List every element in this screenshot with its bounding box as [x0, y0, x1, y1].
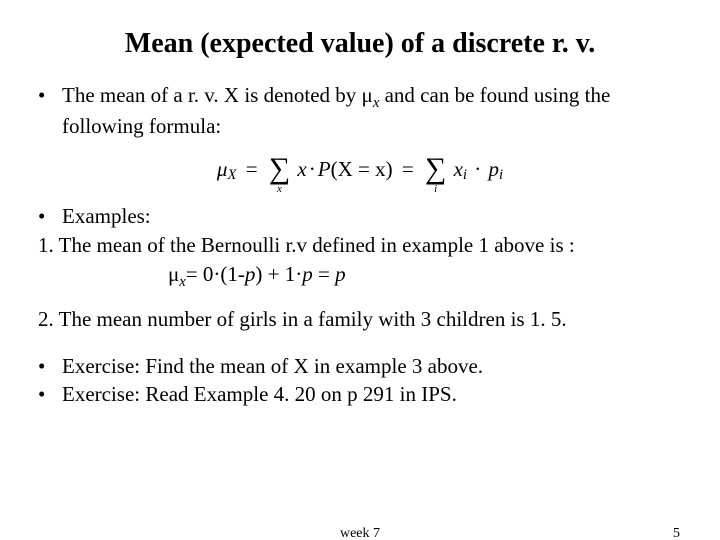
- sigma-1-sub: x: [277, 184, 282, 195]
- bullet-mark: •: [38, 82, 62, 140]
- example-2: 2. The mean number of girls in a family …: [38, 306, 682, 333]
- bullet-4-text: Exercise: Read Example 4. 20 on p 291 in…: [62, 381, 682, 408]
- bullet-mark: •: [38, 381, 62, 408]
- example-1: 1. The mean of the Bernoulli r.v defined…: [38, 232, 682, 259]
- formula-term2-x: x: [454, 156, 463, 183]
- bullet-mark: •: [38, 203, 62, 230]
- bullet-1: • The mean of a r. v. X is denoted by μx…: [38, 82, 682, 140]
- example-1-formula: μx= 0·(1-p) + 1·p = p: [38, 261, 682, 292]
- formula-term1-P: P: [318, 156, 331, 183]
- bullet-2-text: Examples:: [62, 203, 682, 230]
- bullet-2: • Examples:: [38, 203, 682, 230]
- formula-eq2: =: [402, 156, 414, 183]
- ex1-mu: μ: [168, 262, 179, 286]
- sigma-2: ∑i: [425, 154, 446, 184]
- formula-eq1: =: [246, 156, 258, 183]
- formula-term1-paren: (X = x): [331, 156, 393, 183]
- formula-dot1: ·: [309, 156, 316, 183]
- formula-term1-x: x: [297, 156, 306, 183]
- formula-term2-p: p: [488, 156, 499, 183]
- formula-block: μX = ∑x x·P(X = x) = ∑i xi · pi: [38, 154, 682, 185]
- sigma-2-sub: i: [434, 184, 437, 195]
- formula-term2-p-sub: i: [499, 166, 503, 185]
- slide: Mean (expected value) of a discrete r. v…: [0, 0, 720, 540]
- bullet-mark: •: [38, 353, 62, 380]
- slide-title: Mean (expected value) of a discrete r. v…: [38, 28, 682, 60]
- bullet-1-part-a: The mean of a r. v. X is denoted by μ: [62, 83, 373, 107]
- bullet-3: • Exercise: Find the mean of X in exampl…: [38, 353, 682, 380]
- bullet-1-text: The mean of a r. v. X is denoted by μx a…: [62, 82, 682, 140]
- bullet-3-text: Exercise: Find the mean of X in example …: [62, 353, 682, 380]
- formula-mu-sub: X: [227, 166, 236, 185]
- bullet-4: • Exercise: Read Example 4. 20 on p 291 …: [38, 381, 682, 408]
- ex1-rest: = 0·(1-p) + 1·p = p: [186, 262, 346, 286]
- footer-page-number: 5: [673, 526, 680, 540]
- formula-mu: μ: [217, 156, 228, 183]
- footer-center: week 7: [340, 526, 380, 540]
- formula-dot2: ·: [474, 156, 481, 183]
- formula-term2-x-sub: i: [463, 166, 467, 185]
- sigma-1: ∑x: [269, 154, 290, 184]
- formula: μX = ∑x x·P(X = x) = ∑i xi · pi: [217, 154, 503, 185]
- slide-body: • The mean of a r. v. X is denoted by μx…: [38, 82, 682, 408]
- spacer: [38, 335, 682, 353]
